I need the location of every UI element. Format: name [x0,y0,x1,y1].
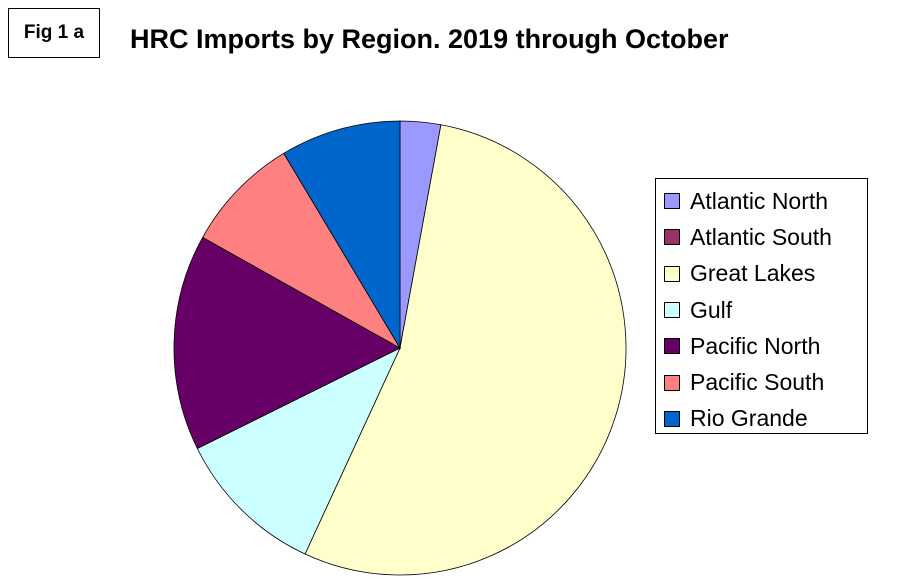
figure-label: Fig 1 a [8,8,100,58]
pie-chart [173,120,627,576]
legend-label: Atlantic North [690,187,829,214]
legend-item-great-lakes: Great Lakes [664,256,867,292]
legend-label: Great Lakes [690,260,816,287]
legend-swatch [664,229,680,246]
legend-item-atlantic-south: Atlantic South [664,219,867,255]
legend-swatch [664,265,680,282]
legend-swatch [664,410,680,427]
legend-item-pacific-north: Pacific North [664,328,867,364]
pie-slice-gulf [196,347,401,555]
legend-label: Gulf [690,296,733,323]
pie-slice-great-lakes [304,124,627,576]
legend-item-atlantic-north: Atlantic North [664,183,867,219]
legend-label: Rio Grande [690,405,808,432]
chart-legend: Atlantic North Atlantic South Great Lakes G… [655,178,868,434]
legend-label: Pacific South [690,369,825,396]
pie-slice-pacific-south [202,152,402,350]
legend-item-gulf: Gulf [664,292,867,328]
legend-swatch [664,338,680,355]
legend-swatch [664,193,680,210]
pie-slice-rio-grande [283,120,401,350]
legend-item-rio-grande: Rio Grande [664,401,867,437]
chart-title: HRC Imports by Region. 2019 through Octo… [130,24,729,54]
legend-label: Pacific North [690,332,821,359]
legend-label: Atlantic South [690,223,832,250]
pie-slice-pacific-north [173,236,401,450]
legend-item-pacific-south: Pacific South [664,364,867,400]
legend-swatch [664,302,680,319]
legend-swatch [664,374,680,391]
